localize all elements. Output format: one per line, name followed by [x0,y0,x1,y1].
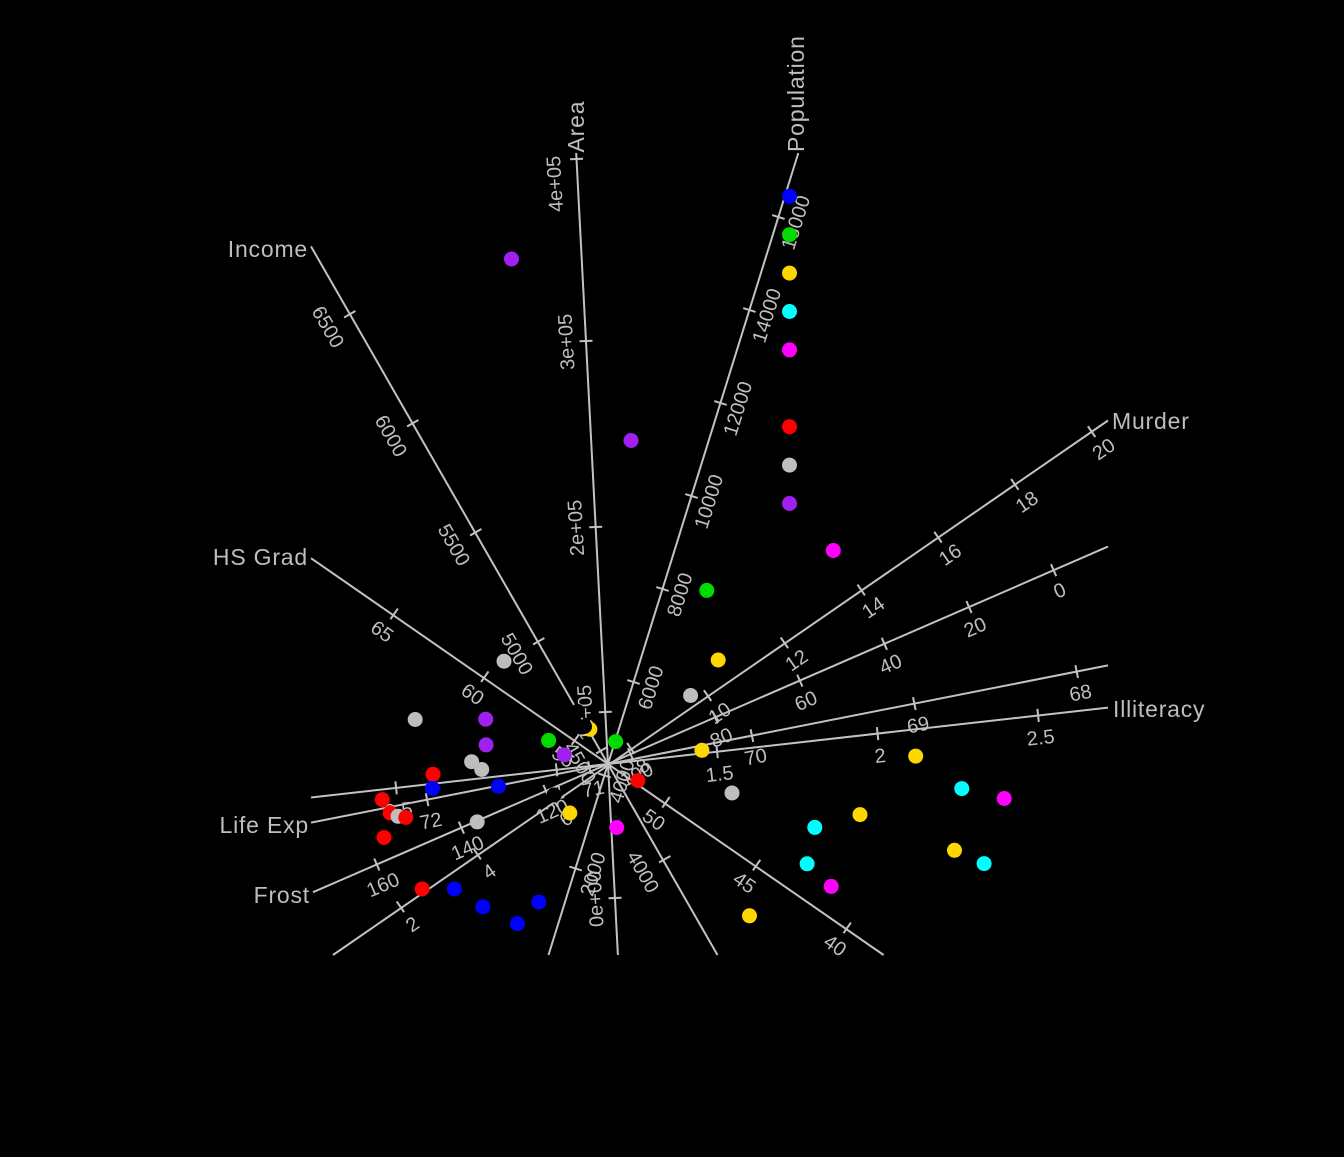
svg-text:4e+05: 4e+05 [543,155,568,212]
svg-text:69: 69 [905,713,931,739]
svg-text:Population: Population [783,35,809,152]
svg-text:Life Exp: Life Exp [219,812,309,838]
svg-text:0e+00: 0e+00 [584,870,609,927]
svg-text:70: 70 [743,745,769,771]
svg-text:3e+05: 3e+05 [555,313,580,370]
svg-text:71: 71 [580,777,606,803]
svg-text:Income: Income [228,236,308,262]
svg-text:68: 68 [1068,681,1094,707]
svg-text:Illiteracy: Illiteracy [1113,696,1205,722]
svg-text:Murder: Murder [1112,408,1190,434]
svg-text:HS Grad: HS Grad [213,544,308,570]
svg-text:Frost: Frost [254,882,310,908]
svg-text:2e+05: 2e+05 [564,499,589,556]
svg-text:2: 2 [873,745,887,768]
svg-text:72: 72 [418,809,444,835]
svg-text:2.5: 2.5 [1026,726,1056,751]
svg-text:1.5: 1.5 [705,762,735,787]
svg-text:Area: Area [563,101,589,153]
